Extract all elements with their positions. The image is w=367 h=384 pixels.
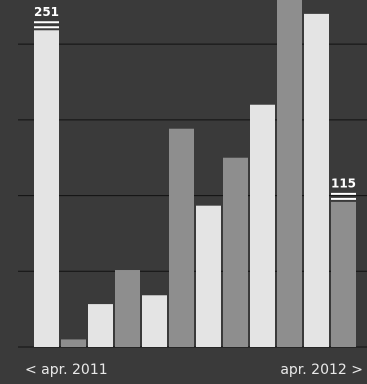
bar (331, 201, 356, 347)
x-tick-label: < apr. 2011 (25, 362, 108, 378)
bar (34, 30, 59, 348)
bar (277, 0, 302, 347)
bar (223, 157, 248, 347)
bar (304, 13, 329, 347)
x-tick-label: apr. 2012 > (280, 362, 363, 378)
bar (250, 104, 275, 347)
bar (88, 304, 113, 347)
bar (115, 270, 140, 347)
value-label: 251 (34, 5, 59, 19)
value-label: 115 (331, 176, 356, 190)
bar (142, 295, 167, 347)
bar (169, 128, 194, 347)
bar (61, 339, 86, 347)
bar (196, 205, 221, 347)
